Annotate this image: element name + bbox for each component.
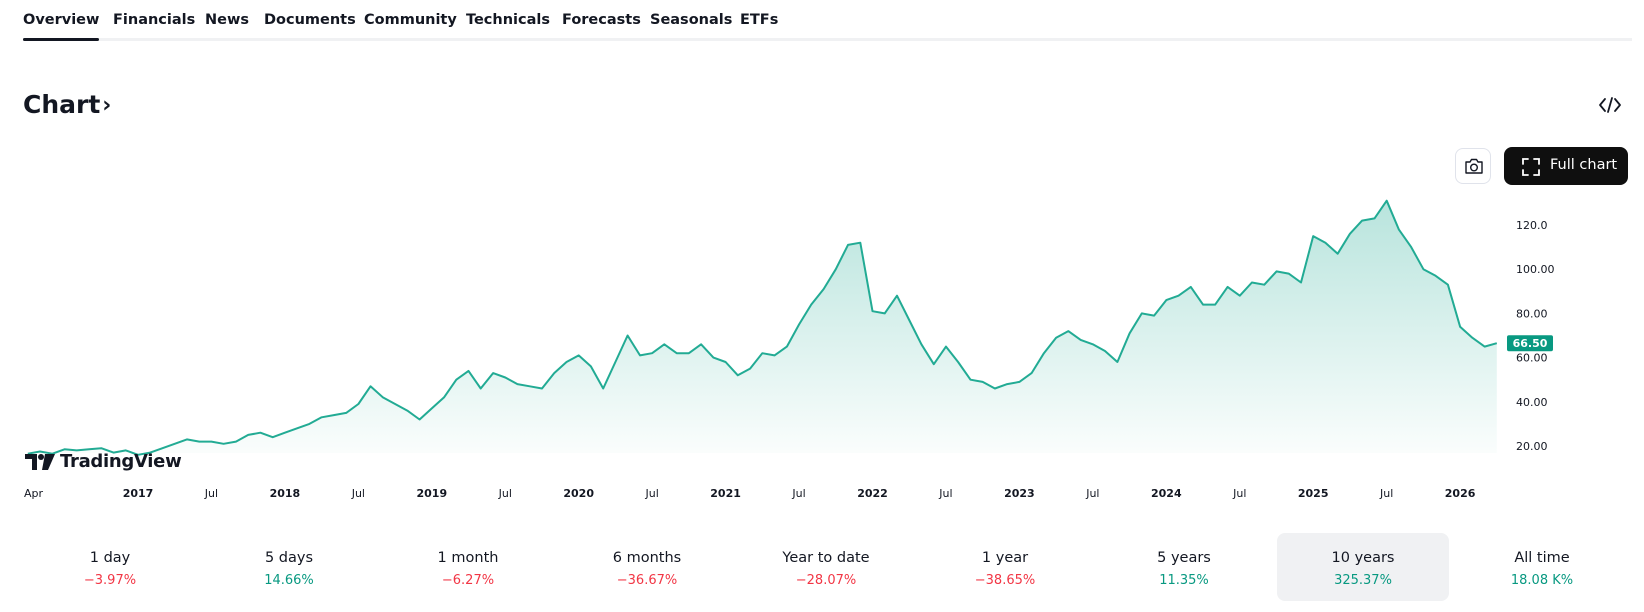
tab-community[interactable]: Community <box>364 12 457 28</box>
x-tick-label: 2018 <box>270 487 301 500</box>
period-label: 1 month <box>437 550 499 566</box>
last-price-badge <box>1507 335 1553 352</box>
chart-title-link[interactable]: Chart› <box>23 90 111 119</box>
full-chart-label: Full chart <box>1550 157 1618 173</box>
period-change-value: 14.66% <box>264 573 314 588</box>
period-label: Year to date <box>782 550 870 566</box>
period-5-years[interactable]: 5 years 11.35% <box>1098 533 1270 601</box>
period-change-value: −28.07% <box>795 573 857 588</box>
tab-news[interactable]: News <box>205 12 249 28</box>
price-chart[interactable]: 20.00 40.00 60.00 80.00 100.00 120.0 Apr 2017 J… <box>0 190 1644 500</box>
x-tick-label: Jul <box>1232 487 1246 500</box>
tab-documents[interactable]: Documents <box>264 12 356 28</box>
y-tick-label: 80.00 <box>1516 307 1548 320</box>
x-tick-label: 2022 <box>857 487 888 500</box>
tab-bar: Overview Financials News Documents Commu… <box>23 0 1632 42</box>
x-tick-label: Jul <box>351 487 365 500</box>
x-tick-label: Jul <box>1085 487 1099 500</box>
tab-etfs[interactable]: ETFs <box>740 12 779 28</box>
period-label: 10 years <box>1331 550 1395 566</box>
x-tick-label: 2021 <box>710 487 741 500</box>
period-all-time[interactable]: All time 18.08 K% <box>1456 533 1628 601</box>
tab-financials[interactable]: Financials <box>113 12 196 28</box>
tradingview-wordmark: TradingView <box>60 451 182 472</box>
tradingview-logo-icon <box>25 454 55 470</box>
y-tick-label: 40.00 <box>1516 396 1548 409</box>
full-chart-button[interactable]: Full chart <box>1504 147 1628 185</box>
camera-icon <box>1465 158 1483 174</box>
x-tick-label: Jul <box>204 487 218 500</box>
tab-forecasts[interactable]: Forecasts <box>562 12 641 28</box>
fullscreen-icon <box>1522 158 1540 176</box>
chevron-right-icon: › <box>102 93 112 118</box>
period-change-value: −38.65% <box>974 573 1036 588</box>
x-tick-label: 2023 <box>1004 487 1035 500</box>
x-tick-label: Jul <box>498 487 512 500</box>
period-5-days[interactable]: 5 days 14.66% <box>203 533 375 601</box>
performance-periods: 1 day −3.97% 5 days 14.66% 1 month −6.27% 6 mo… <box>0 533 1644 603</box>
y-tick-label: 60.00 <box>1516 352 1548 365</box>
last-price-label: 66.50 <box>1513 337 1548 350</box>
period-label: 6 months <box>612 550 682 566</box>
period-change-value: −6.27% <box>441 573 495 588</box>
period-change-value: −36.67% <box>616 573 678 588</box>
tab-seasonals[interactable]: Seasonals <box>650 12 733 28</box>
x-tick-label: Jul <box>791 487 805 500</box>
x-tick-label: 2019 <box>416 487 447 500</box>
period-change-value: 11.35% <box>1159 573 1209 588</box>
period-10-years[interactable]: 10 years 325.37% <box>1277 533 1449 601</box>
tab-technicals[interactable]: Technicals <box>466 12 550 28</box>
period-label: 1 day <box>89 550 131 566</box>
x-tick-label: Jul <box>1379 487 1393 500</box>
x-tick-label: Jul <box>645 487 659 500</box>
period-year-to-date[interactable]: Year to date −28.07% <box>740 533 912 601</box>
x-tick-label: 2025 <box>1298 487 1329 500</box>
period-1-month[interactable]: 1 month −6.27% <box>382 533 554 601</box>
tab-overview[interactable]: Overview <box>23 12 100 41</box>
snapshot-button[interactable] <box>1455 148 1491 184</box>
period-6-months[interactable]: 6 months −36.67% <box>561 533 733 601</box>
period-change-value: 18.08 K% <box>1510 573 1574 588</box>
x-tick-label: Apr <box>24 487 44 500</box>
period-label: 5 days <box>264 550 314 566</box>
x-tick-label: 2017 <box>123 487 154 500</box>
price-area-fill <box>27 200 1497 455</box>
period-1-day[interactable]: 1 day −3.97% <box>24 533 196 601</box>
price-line <box>27 199 1498 456</box>
y-tick-label: 100.00 <box>1516 263 1555 276</box>
x-tick-label: 2024 <box>1151 487 1182 500</box>
y-tick-label: 120.0 <box>1516 219 1548 232</box>
period-label: 5 years <box>1157 550 1211 566</box>
period-label: All time <box>1514 550 1570 566</box>
x-tick-label: Jul <box>938 487 952 500</box>
chart-title: Chart <box>23 90 101 119</box>
code-embed-icon <box>1599 97 1621 113</box>
tab-bar-divider <box>23 38 1632 41</box>
x-tick-label: 2020 <box>563 487 594 500</box>
period-label: 1 year <box>981 550 1029 566</box>
x-tick-label: 2026 <box>1445 487 1476 500</box>
y-tick-label: 20.00 <box>1516 440 1548 453</box>
period-change-value: −3.97% <box>83 573 137 588</box>
period-change-value: 325.37% <box>1334 573 1392 588</box>
period-1-year[interactable]: 1 year −38.65% <box>919 533 1091 601</box>
code-embed-button[interactable] <box>1597 94 1623 116</box>
